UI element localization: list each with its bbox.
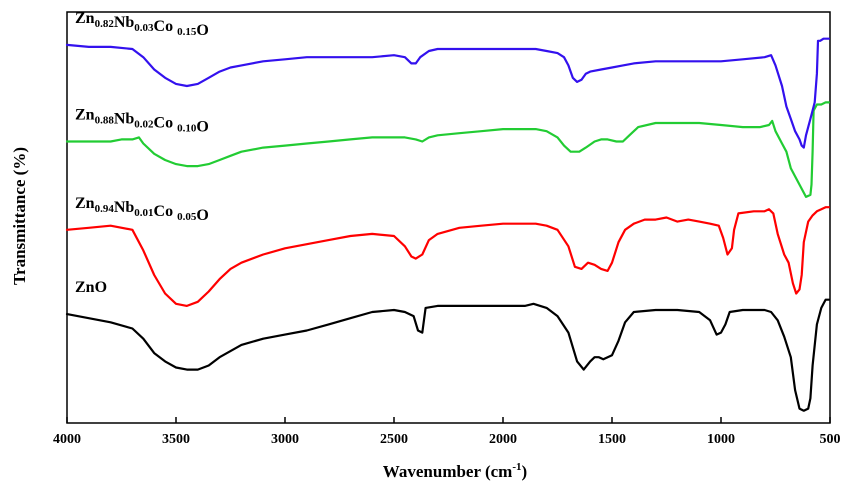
series-label-part: 0.05 [177,211,197,223]
series-label-part: 0.10 [177,122,197,134]
x-tick-label: 3500 [162,432,190,447]
x-tick-label: 1500 [598,432,626,447]
series-label-part: 0.94 [95,203,115,215]
series-line [65,206,830,307]
series-label-part: Nb [114,110,135,127]
series-label-part: Co [154,114,178,131]
series-label-part: Nb [114,199,135,216]
series-label: Zn0.82Nb0.03Co 0.15O [75,10,209,39]
series-label-part: 0.01 [134,207,153,219]
series-label-part: 0.03 [134,22,154,34]
series-label-part: 0.15 [177,26,197,38]
series-label-part: 0.88 [95,114,115,126]
series-label-part: O [196,207,208,224]
series-label-part: O [196,22,208,39]
x-axis-label-main: Wavenumber (cm [383,462,513,481]
x-tick-label: 1000 [707,432,735,447]
x-tick-label: 500 [820,432,841,447]
x-tick-label: 4000 [53,432,81,447]
series-label-part: O [196,118,208,135]
series-line [65,101,830,198]
x-axis-label: Wavenumber (cm-1) [383,461,527,481]
x-axis-label-superscript: -1 [512,461,521,473]
y-axis-label: Transmittance (%) [10,147,29,285]
series-label: Zn0.94Nb0.01Co 0.05O [75,195,209,224]
plot-frame [66,11,831,424]
series-label-part: Zn [75,106,95,123]
series-label: ZnO [75,279,107,296]
x-tick-label: 3000 [271,432,299,447]
series-label-part: ZnO [75,279,107,296]
x-tick-label: 2500 [380,432,408,447]
series-label-part: Co [154,203,178,220]
series-label: Zn0.88Nb0.02Co 0.10O [75,106,209,135]
series-label-part: 0.02 [134,118,154,130]
x-axis-label-end: ) [522,462,528,481]
series-label-part: Co [154,18,178,35]
series-label-part: Zn [75,195,95,212]
series-label-part: 0.82 [95,18,115,30]
series-line [65,37,830,149]
series-label-part: Zn [75,10,95,27]
series-line [65,298,830,412]
series-label-part: Nb [114,14,135,31]
x-tick-label: 2000 [489,432,517,447]
